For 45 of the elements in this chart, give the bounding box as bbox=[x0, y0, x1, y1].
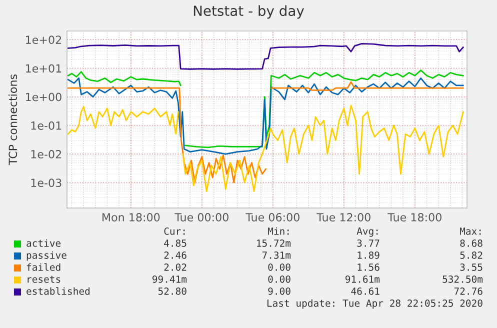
x-tick-label: Tue 12:00 bbox=[316, 213, 370, 222]
text: 99.41m bbox=[152, 275, 187, 283]
legend-label: resets bbox=[28, 276, 60, 283]
x-tick-label: Mon 18:00 bbox=[102, 213, 160, 222]
chart-title: Netstat - by day bbox=[194, 5, 304, 19]
text: 2.02 bbox=[164, 263, 186, 271]
text: Avg: bbox=[356, 228, 378, 237]
text: 3.77 bbox=[357, 239, 380, 247]
y-tick-label: 1e-01 bbox=[31, 121, 62, 130]
text: Max: bbox=[460, 228, 481, 235]
text: 5.82 bbox=[460, 251, 482, 259]
y-axis-title: TCP connections bbox=[8, 74, 18, 166]
x-tick-label: Tue 00:00 bbox=[174, 213, 228, 222]
legend-label: established bbox=[26, 287, 90, 295]
y-tick-label: 1e-02 bbox=[31, 150, 62, 158]
text: 91.61m bbox=[345, 275, 380, 283]
legend-label: passive bbox=[26, 251, 66, 261]
text: 1.89 bbox=[358, 251, 380, 259]
text: 52.80 bbox=[158, 287, 186, 295]
text: 4.85 bbox=[164, 239, 186, 247]
text: 2.46 bbox=[164, 251, 186, 259]
legend-label: failed bbox=[26, 263, 60, 271]
text: 46.61 bbox=[351, 287, 380, 295]
y-tick-label: 1e+00 bbox=[26, 92, 62, 102]
line-series bbox=[67, 77, 464, 155]
text: Min: bbox=[268, 227, 289, 235]
x-tick-label: Tue 06:00 bbox=[246, 213, 300, 222]
text: Last update: Tue Apr 28 22:05:25 2020 bbox=[267, 299, 482, 309]
x-tick-label: Tue 18:00 bbox=[388, 213, 442, 222]
text: 0.00 bbox=[268, 263, 290, 271]
text: 532.50m bbox=[442, 275, 483, 283]
legend-label: active bbox=[26, 239, 61, 247]
text: 3.55 bbox=[460, 263, 482, 271]
text: 7.31m bbox=[262, 251, 291, 259]
text: 72.76 bbox=[454, 287, 482, 295]
line-series bbox=[67, 43, 464, 70]
text: 1.56 bbox=[358, 263, 380, 271]
y-tick-label: 1e+02 bbox=[26, 36, 62, 44]
y-tick-label: 1e-03 bbox=[31, 178, 62, 188]
y-tick-label: 1e+01 bbox=[26, 64, 62, 73]
text: 0.00 bbox=[268, 275, 290, 283]
text: 15.72m bbox=[257, 239, 291, 247]
text: Cur: bbox=[164, 227, 185, 235]
text: 8.68 bbox=[460, 239, 482, 247]
text: 9.00 bbox=[268, 287, 290, 295]
